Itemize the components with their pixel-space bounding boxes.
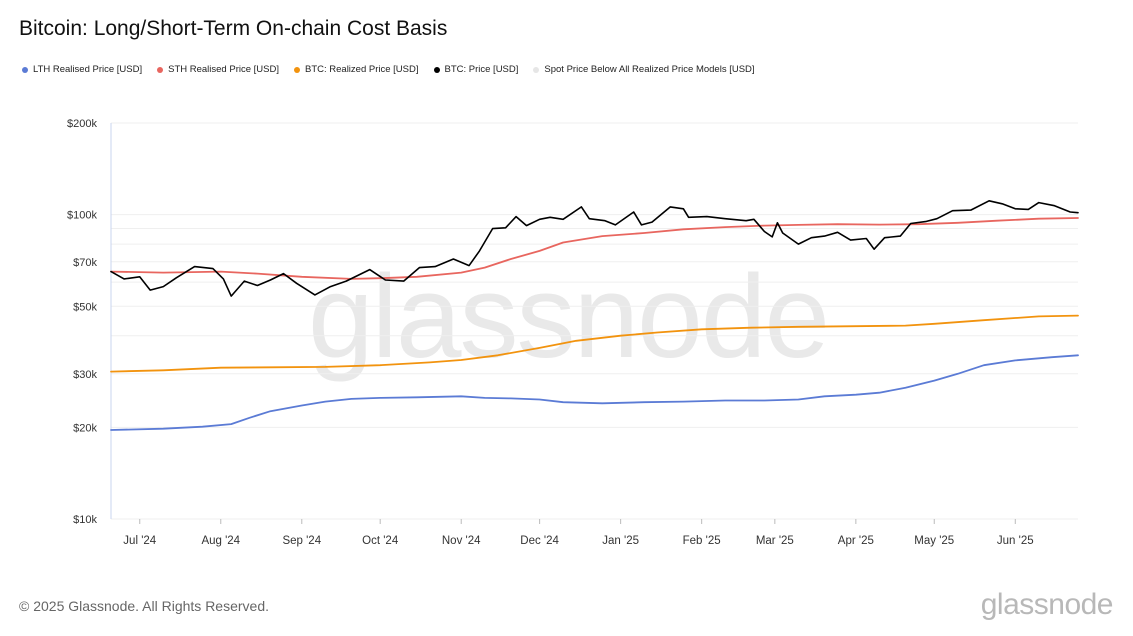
- legend-swatch: [22, 66, 28, 73]
- chart-legend: LTH Realised Price [USD] STH Realised Pri…: [22, 64, 770, 75]
- legend-item[interactable]: LTH Realised Price [USD]: [22, 64, 142, 75]
- btc-realized-price-line: [110, 314, 1079, 373]
- legend-swatch: [157, 66, 164, 73]
- sth-realised-price-line: [110, 217, 1079, 280]
- x-tick-label: Feb '25: [683, 535, 721, 547]
- legend-swatch: [533, 66, 540, 73]
- x-tick-label: Aug '24: [201, 535, 240, 547]
- x-tick-label: Oct '24: [362, 535, 399, 547]
- watermark: glassnode: [308, 251, 828, 383]
- y-tick-label: $200k: [67, 118, 97, 130]
- legend-swatch: [433, 66, 440, 73]
- legend-item[interactable]: STH Realised Price [USD]: [157, 64, 279, 75]
- copyright-text: © 2025 Glassnode. All Rights Reserved.: [19, 598, 270, 614]
- legend-label: BTC: Realized Price [USD]: [304, 64, 419, 75]
- legend-swatch: [293, 66, 300, 73]
- x-tick-label: Jan '25: [602, 535, 639, 547]
- legend-label: Spot Price Below All Realized Price Mode…: [544, 64, 755, 75]
- x-tick-label: Mar '25: [756, 535, 794, 547]
- legend-item[interactable]: Spot Price Below All Realized Price Mode…: [533, 64, 755, 75]
- glassnode-logo: glassnode: [980, 588, 1114, 621]
- y-tick-label: $20k: [73, 422, 97, 434]
- chart-title: Bitcoin: Long/Short-Term On-chain Cost B…: [19, 17, 448, 40]
- y-tick-label: $70k: [73, 257, 97, 269]
- x-tick-label: Apr '25: [838, 535, 874, 547]
- x-tick-label: Jul '24: [123, 535, 156, 547]
- btc-price-line: [110, 200, 1079, 297]
- x-tick-label: May '25: [914, 535, 954, 547]
- x-tick-label: Dec '24: [520, 535, 559, 547]
- x-tick-label: Nov '24: [442, 535, 481, 547]
- lth-realised-price-line: [110, 354, 1079, 431]
- x-tick-label: Sep '24: [282, 535, 321, 547]
- y-tick-label: $10k: [73, 514, 97, 526]
- legend-label: STH Realised Price [USD]: [168, 64, 279, 75]
- legend-label: LTH Realised Price [USD]: [33, 64, 143, 75]
- legend-item[interactable]: BTC: Realized Price [USD]: [293, 64, 419, 75]
- y-tick-label: $100k: [67, 210, 97, 222]
- x-tick-label: Jun '25: [997, 535, 1034, 547]
- legend-label: BTC: Price [USD]: [444, 64, 519, 75]
- y-tick-label: $30k: [73, 369, 97, 381]
- legend-item[interactable]: BTC: Price [USD]: [433, 64, 519, 75]
- y-tick-label: $50k: [73, 301, 97, 313]
